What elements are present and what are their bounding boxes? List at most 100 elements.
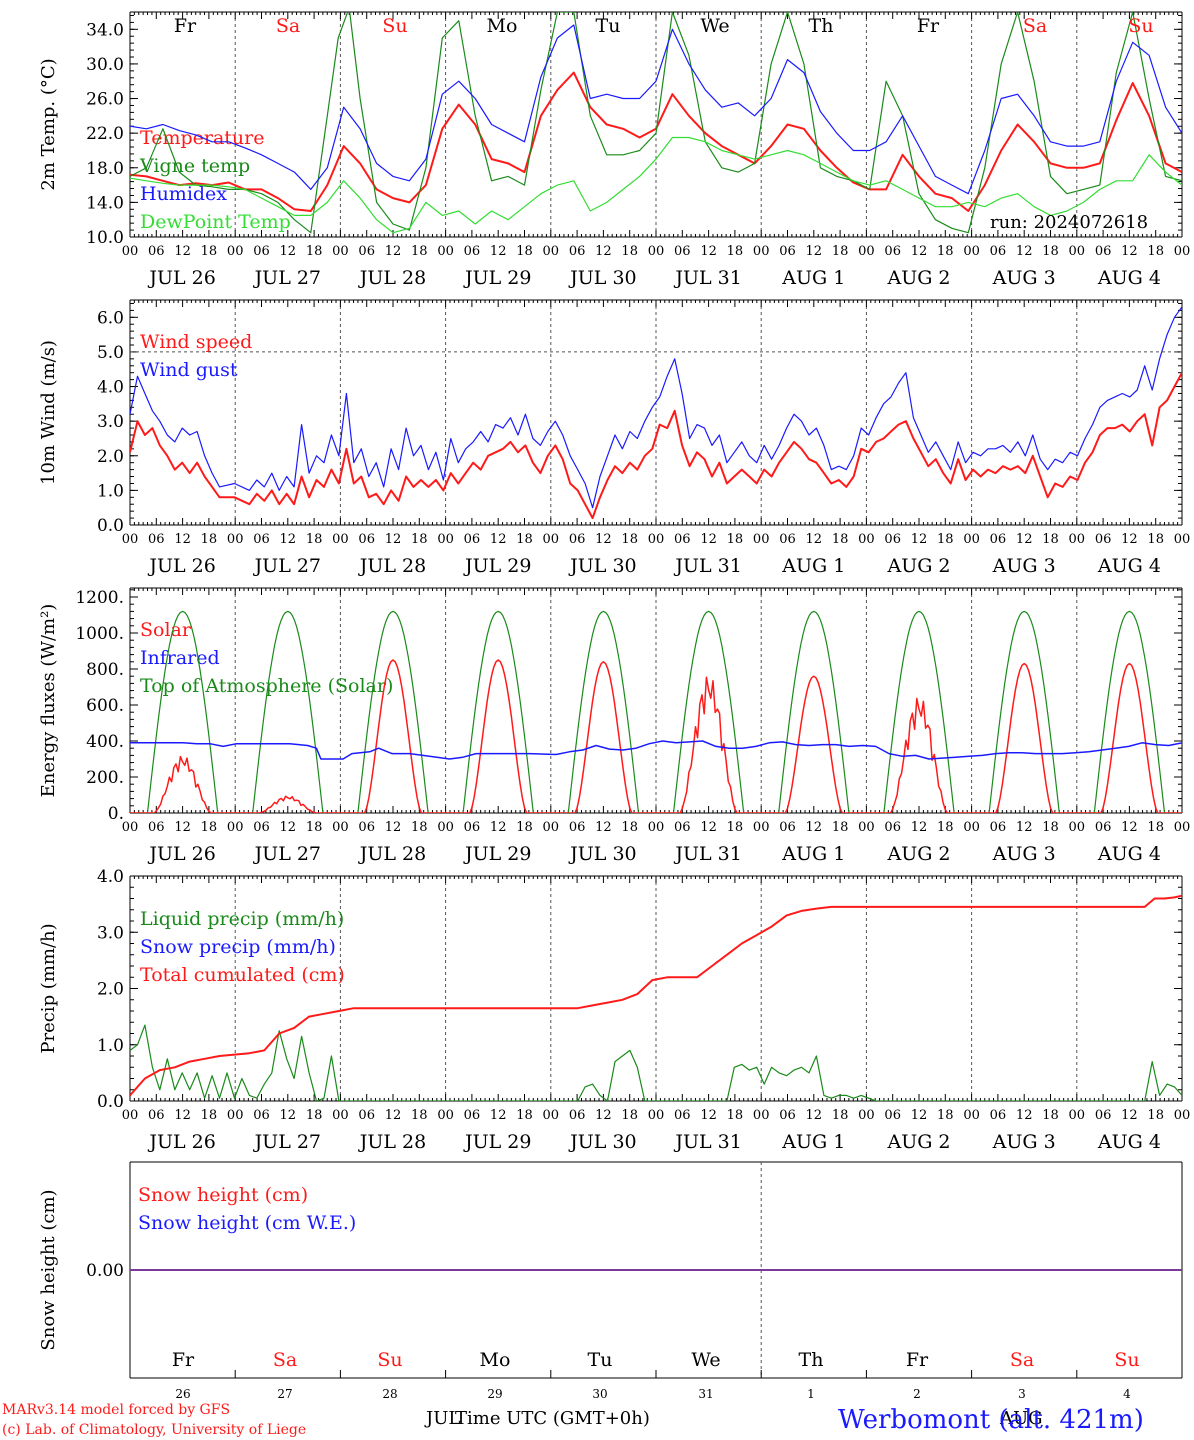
hour-tick-label: 00 xyxy=(122,532,139,547)
hour-tick-label: 12 xyxy=(1121,820,1138,835)
hour-tick-label: 18 xyxy=(201,244,218,259)
hour-tick-label: 18 xyxy=(727,1108,744,1123)
temperature-panel: 00 06 12 18 JUL 26 00 06 12 18 JUL 27 00 06 12 18 JUL … xyxy=(38,11,1190,289)
date-label: AUG 1 xyxy=(781,1131,845,1153)
footer: MARv3.14 model forced by GFS (c) Lab. of… xyxy=(2,1402,1144,1438)
date-label: JUL 31 xyxy=(673,843,741,865)
day-name-label: Su xyxy=(382,15,407,37)
hour-tick-label: 00 xyxy=(648,532,665,547)
hour-tick-label: 12 xyxy=(911,532,928,547)
hour-tick-label: 18 xyxy=(621,820,638,835)
series-line-2 xyxy=(130,894,1182,1097)
hour-tick-label: 18 xyxy=(832,532,849,547)
y-tick-label: 0. xyxy=(108,804,124,824)
date-label: JUL 26 xyxy=(147,267,215,289)
day-number-label: 27 xyxy=(277,1387,292,1401)
date-label: AUG 3 xyxy=(992,843,1056,865)
y-tick-label: 3.0 xyxy=(97,412,124,432)
day-number-label: 28 xyxy=(382,1387,397,1401)
hour-tick-label: 06 xyxy=(148,244,165,259)
hour-tick-label: 00 xyxy=(122,244,139,259)
date-label: JUL 27 xyxy=(253,1131,321,1153)
hour-tick-label: 00 xyxy=(648,820,665,835)
hour-tick-label: 18 xyxy=(306,820,323,835)
hour-tick-label: 12 xyxy=(595,244,612,259)
plot-area xyxy=(130,306,1182,520)
legend-entry: Total cumulated (cm) xyxy=(140,964,345,986)
station-name: Werbomont (alt. 421m) xyxy=(838,1405,1144,1435)
hour-tick-label: 00 xyxy=(1069,532,1086,547)
hour-tick-label: 06 xyxy=(779,244,796,259)
hour-tick-label: 00 xyxy=(122,820,139,835)
series-line-0 xyxy=(130,71,1182,212)
hour-tick-label: 06 xyxy=(569,1108,586,1123)
date-label: JUL 27 xyxy=(253,843,321,865)
y-tick-label: 2.0 xyxy=(97,980,124,1000)
series-line-infrared xyxy=(130,740,1182,760)
hour-tick-label: 00 xyxy=(1174,532,1191,547)
y-axis-title: 2m Temp. (°C) xyxy=(38,58,59,190)
hour-tick-label: 00 xyxy=(1069,244,1086,259)
date-label: AUG 4 xyxy=(1097,843,1161,865)
hour-tick-label: 00 xyxy=(437,532,454,547)
date-label: JUL 29 xyxy=(463,1131,531,1153)
y-tick-label: 4.0 xyxy=(97,867,124,887)
hour-tick-label: 12 xyxy=(1016,820,1033,835)
date-label: JUL 28 xyxy=(358,843,426,865)
y-tick-label: 5.0 xyxy=(97,343,124,363)
hour-tick-label: 18 xyxy=(1147,820,1164,835)
hour-tick-label: 12 xyxy=(490,244,507,259)
hour-tick-label: 18 xyxy=(1042,820,1059,835)
hour-tick-label: 06 xyxy=(674,1108,691,1123)
date-label: AUG 3 xyxy=(992,267,1056,289)
hour-tick-label: 00 xyxy=(963,820,980,835)
hour-tick-label: 18 xyxy=(411,244,428,259)
hour-tick-label: 06 xyxy=(253,1108,270,1123)
precip-panel: 00 06 12 18 JUL 26 00 06 12 18 JUL 27 00 06 12 18 JUL … xyxy=(38,867,1190,1153)
y-tick-label: 1.0 xyxy=(97,481,124,501)
hour-tick-label: 18 xyxy=(1147,532,1164,547)
date-label: JUL 26 xyxy=(147,555,215,577)
hour-tick-label: 18 xyxy=(411,820,428,835)
hour-tick-label: 00 xyxy=(227,820,244,835)
date-label: AUG 2 xyxy=(886,555,950,577)
date-label: AUG 2 xyxy=(886,1131,950,1153)
hour-tick-label: 18 xyxy=(727,532,744,547)
hour-tick-label: 00 xyxy=(543,820,560,835)
day-number-label: 31 xyxy=(698,1387,713,1401)
y-tick-label: 1.0 xyxy=(97,1036,124,1056)
date-label: AUG 4 xyxy=(1097,267,1161,289)
date-label: JUL 28 xyxy=(358,1131,426,1153)
y-tick-label: 600. xyxy=(86,696,124,716)
hour-tick-label: 00 xyxy=(227,244,244,259)
hour-tick-label: 12 xyxy=(385,1108,402,1123)
hour-tick-label: 12 xyxy=(700,244,717,259)
hour-tick-label: 18 xyxy=(201,532,218,547)
hour-tick-label: 12 xyxy=(911,1108,928,1123)
hour-tick-label: 06 xyxy=(884,1108,901,1123)
y-tick-label: 18.0 xyxy=(86,159,124,179)
hour-tick-label: 06 xyxy=(779,532,796,547)
day-name-label: Fr xyxy=(174,15,197,37)
date-label: JUL 30 xyxy=(568,1131,636,1153)
hour-tick-label: 06 xyxy=(884,820,901,835)
hour-tick-label: 00 xyxy=(332,820,349,835)
hour-tick-label: 18 xyxy=(937,244,954,259)
hour-tick-label: 12 xyxy=(280,1108,297,1123)
hour-tick-label: 18 xyxy=(306,1108,323,1123)
hour-tick-label: 00 xyxy=(122,1108,139,1123)
hour-tick-label: 06 xyxy=(674,244,691,259)
hour-tick-label: 06 xyxy=(569,532,586,547)
y-axis-title: Energy fluxes (W/m²) xyxy=(38,604,59,798)
y-tick-label: 6.0 xyxy=(97,308,124,328)
day-name-label: Mo xyxy=(487,15,518,37)
hour-tick-label: 12 xyxy=(174,532,191,547)
hour-tick-label: 18 xyxy=(201,820,218,835)
day-name-label: Tu xyxy=(588,1349,613,1371)
date-label: AUG 1 xyxy=(781,843,845,865)
hour-tick-label: 00 xyxy=(332,244,349,259)
hour-tick-label: 00 xyxy=(1174,820,1191,835)
hour-tick-label: 12 xyxy=(385,244,402,259)
hour-tick-label: 12 xyxy=(911,244,928,259)
